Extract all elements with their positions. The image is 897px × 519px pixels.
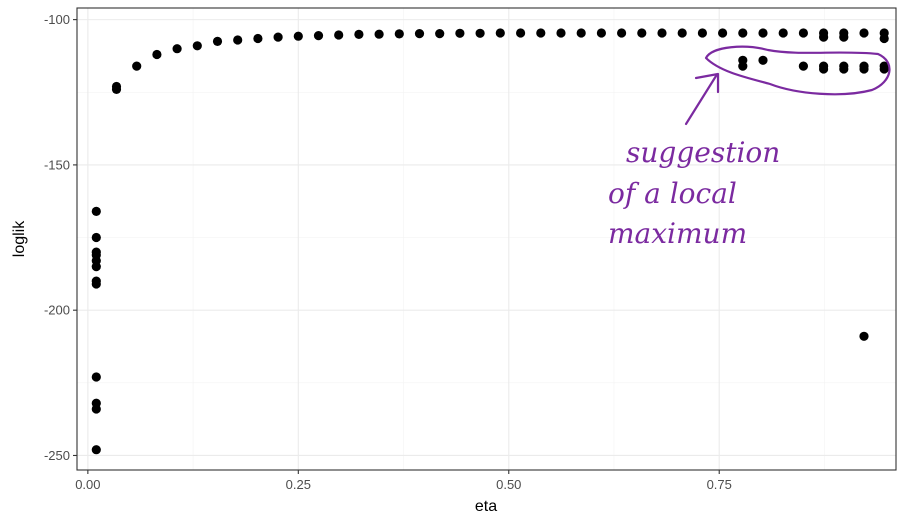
data-point xyxy=(132,61,142,71)
x-axis-tick-labels: 0.00 0.25 0.50 0.75 xyxy=(75,477,732,492)
y-tick-label: -250 xyxy=(44,448,70,463)
data-point xyxy=(758,28,768,38)
data-point xyxy=(758,55,768,65)
y-tick-label: -150 xyxy=(44,157,70,172)
data-point xyxy=(91,372,101,382)
data-point xyxy=(516,28,526,38)
data-point xyxy=(91,279,101,289)
panel-border xyxy=(76,7,897,471)
data-point xyxy=(91,206,101,216)
data-point xyxy=(536,28,546,38)
data-point xyxy=(859,64,869,74)
y-axis-title: loglik xyxy=(11,220,28,257)
handwritten-annotation: suggestion of a local maximum xyxy=(608,45,891,250)
data-point xyxy=(697,28,708,38)
x-tick-label: 0.00 xyxy=(75,477,100,492)
data-point xyxy=(576,28,586,38)
data-point xyxy=(253,33,263,44)
data-point xyxy=(839,64,849,74)
data-point xyxy=(212,36,223,47)
annotation-text-line: maximum xyxy=(608,217,747,250)
data-point xyxy=(778,28,788,38)
data-point xyxy=(334,30,344,40)
data-point xyxy=(152,49,162,60)
data-point xyxy=(839,32,849,42)
y-tick-label: -200 xyxy=(44,303,70,318)
annotation-loop xyxy=(704,45,891,96)
data-point xyxy=(455,28,465,38)
data-point xyxy=(798,28,809,38)
data-point xyxy=(354,29,364,39)
data-point xyxy=(617,28,627,38)
data-point xyxy=(172,44,182,54)
axis-ticks xyxy=(73,19,720,474)
data-point xyxy=(798,61,809,71)
data-point xyxy=(91,404,101,414)
data-point xyxy=(293,31,303,41)
data-point xyxy=(435,28,445,39)
data-point xyxy=(91,445,101,455)
data-point xyxy=(859,28,869,38)
data-point xyxy=(819,64,829,74)
annotation-arrow-head xyxy=(694,72,720,94)
x-tick-label: 0.25 xyxy=(286,477,311,492)
data-points xyxy=(91,28,889,455)
x-axis-title: eta xyxy=(475,498,497,515)
data-point xyxy=(596,28,607,38)
data-point xyxy=(91,262,101,272)
data-point xyxy=(111,84,122,94)
annotation-arrow-shaft xyxy=(684,74,718,126)
data-point xyxy=(879,64,889,74)
annotation-text: suggestion of a local maximum xyxy=(608,136,780,250)
y-axis-tick-labels: -100 -150 -200 -250 xyxy=(44,12,70,463)
data-point xyxy=(738,28,748,38)
data-point xyxy=(819,32,829,42)
data-point xyxy=(556,28,566,38)
data-point xyxy=(738,61,748,71)
data-point xyxy=(374,29,384,39)
data-point xyxy=(414,28,425,39)
data-point xyxy=(677,28,687,38)
y-tick-label: -100 xyxy=(44,12,70,27)
data-point xyxy=(394,29,404,39)
data-point xyxy=(233,35,243,45)
data-point xyxy=(657,28,667,38)
grid-lines xyxy=(77,8,896,470)
annotation-text-line: of a local xyxy=(608,177,737,210)
data-point xyxy=(273,32,283,42)
annotation-text-line: suggestion xyxy=(626,136,780,169)
x-tick-label: 0.50 xyxy=(496,477,521,492)
data-point xyxy=(718,28,728,38)
data-point xyxy=(879,33,889,44)
data-point xyxy=(192,41,202,51)
data-point xyxy=(637,28,647,38)
data-point xyxy=(495,28,505,38)
data-point xyxy=(475,28,485,38)
data-point xyxy=(91,232,101,243)
x-tick-label: 0.75 xyxy=(707,477,732,492)
data-point xyxy=(859,331,869,341)
data-point xyxy=(313,30,324,41)
